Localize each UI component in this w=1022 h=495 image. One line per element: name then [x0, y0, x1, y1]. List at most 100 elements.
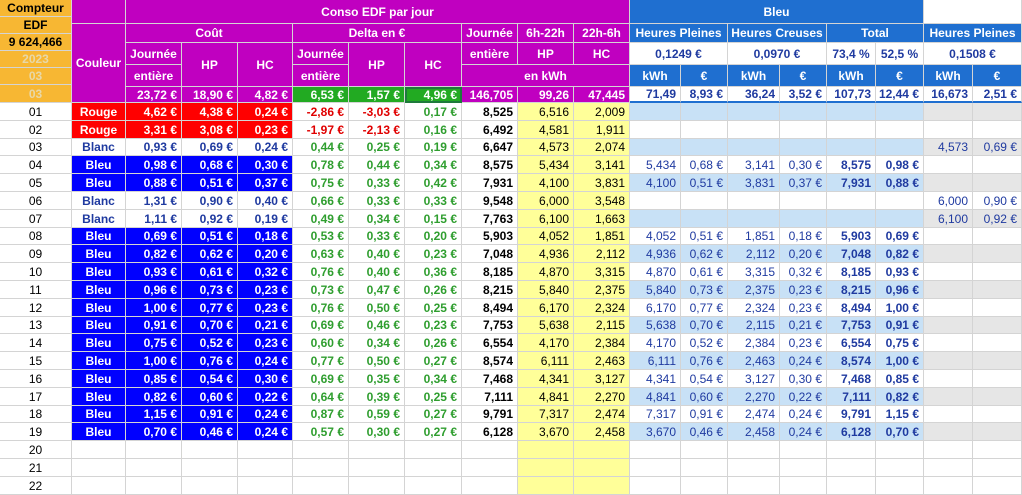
row-blanc-eur[interactable]	[973, 245, 1022, 263]
row-cost[interactable]: 0,61 €	[182, 263, 238, 281]
total-bleu-0[interactable]: 71,49	[630, 87, 681, 103]
row-blanc-eur[interactable]	[973, 334, 1022, 352]
row-kwh-hp[interactable]: 4,170	[518, 334, 574, 352]
row-kwh-hc[interactable]: 2,324	[574, 299, 630, 317]
row-cost[interactable]: 0,60 €	[182, 388, 238, 406]
row-delta[interactable]: 0,25 €	[349, 139, 405, 156]
row-empty[interactable]	[924, 459, 973, 477]
row-empty[interactable]	[630, 441, 681, 459]
row-empty[interactable]	[827, 441, 876, 459]
row-kwh-hc[interactable]: 2,074	[574, 139, 630, 156]
row-cost[interactable]: 0,82 €	[126, 245, 182, 263]
header-6h-22h[interactable]: 6h-22h	[518, 24, 574, 43]
row-empty[interactable]	[728, 459, 780, 477]
row-color[interactable]: Bleu	[72, 156, 126, 174]
row-bleu[interactable]: 0,23 €	[780, 281, 827, 299]
row-cost[interactable]: 0,90 €	[182, 192, 238, 210]
row-kwh-hp[interactable]: 5,434	[518, 156, 574, 174]
row-delta[interactable]: 0,25 €	[405, 388, 462, 406]
row-cost[interactable]: 0,24 €	[238, 352, 293, 370]
row-cost[interactable]: 0,73 €	[182, 281, 238, 299]
row-cost[interactable]: 0,32 €	[238, 263, 293, 281]
header-blanc-eur[interactable]: €	[973, 65, 1022, 87]
row-delta[interactable]: 0,87 €	[293, 406, 349, 423]
row-blanc-kwh[interactable]	[924, 103, 973, 121]
row-cost[interactable]: 0,70 €	[182, 317, 238, 334]
row-bleu[interactable]	[780, 121, 827, 139]
row-color[interactable]: Bleu	[72, 370, 126, 388]
row-kwh-total[interactable]: 6,647	[462, 139, 518, 156]
row-bleu[interactable]	[681, 139, 728, 156]
row-empty[interactable]	[728, 477, 780, 495]
row-bleu[interactable]: 0,91 €	[681, 406, 728, 423]
row-kwh-total[interactable]: 6,492	[462, 121, 518, 139]
row-kwh-hc[interactable]: 3,141	[574, 156, 630, 174]
row-cost[interactable]: 0,46 €	[182, 423, 238, 441]
row-kwh-hc[interactable]	[574, 477, 630, 495]
row-cost[interactable]: 0,19 €	[238, 210, 293, 228]
row-cost[interactable]: 0,24 €	[238, 103, 293, 121]
row-cost[interactable]: 1,31 €	[126, 192, 182, 210]
row-color[interactable]: Bleu	[72, 423, 126, 441]
row-bleu[interactable]	[728, 103, 780, 121]
row-cost[interactable]: 0,91 €	[126, 317, 182, 334]
row-kwh-total[interactable]: 8,575	[462, 156, 518, 174]
row-bleu[interactable]: 2,375	[728, 281, 780, 299]
row-kwh-hp[interactable]: 4,100	[518, 174, 574, 192]
row-bleu[interactable]: 7,317	[630, 406, 681, 423]
row-cost[interactable]: 0,21 €	[238, 317, 293, 334]
row-bleu[interactable]: 0,46 €	[681, 423, 728, 441]
row-empty[interactable]	[924, 477, 973, 495]
row-kwh-total[interactable]: 7,468	[462, 370, 518, 388]
row-bleu[interactable]: 7,111	[827, 388, 876, 406]
row-kwh-hp[interactable]: 4,841	[518, 388, 574, 406]
row-empty[interactable]	[973, 459, 1022, 477]
row-cost[interactable]: 0,82 €	[126, 388, 182, 406]
row-blanc-kwh[interactable]	[924, 281, 973, 299]
row-kwh-total[interactable]	[462, 459, 518, 477]
row-bleu[interactable]: 2,458	[728, 423, 780, 441]
row-bleu[interactable]: 2,474	[728, 406, 780, 423]
total-delta-0[interactable]: 6,53 €	[293, 87, 349, 103]
row-day[interactable]: 05	[0, 174, 72, 192]
row-bleu[interactable]: 2,384	[728, 334, 780, 352]
header-month[interactable]: 03	[0, 68, 72, 85]
header-bleu-unit-0[interactable]: kWh	[630, 65, 681, 87]
row-kwh-hc[interactable]: 2,474	[574, 406, 630, 423]
row-cost[interactable]: 4,38 €	[182, 103, 238, 121]
row-blanc-eur[interactable]	[973, 156, 1022, 174]
total-cost-0[interactable]: 23,72 €	[126, 87, 182, 103]
row-kwh-hc[interactable]: 2,458	[574, 423, 630, 441]
row-delta[interactable]: 0,15 €	[405, 210, 462, 228]
row-cost[interactable]: 0,54 €	[182, 370, 238, 388]
row-bleu[interactable]: 0,21 €	[780, 317, 827, 334]
row-blanc-kwh[interactable]: 6,100	[924, 210, 973, 228]
row-cost[interactable]: 0,18 €	[238, 228, 293, 245]
row-bleu[interactable]: 6,170	[630, 299, 681, 317]
row-delta[interactable]: 0,44 €	[349, 156, 405, 174]
row-kwh-total[interactable]: 8,215	[462, 281, 518, 299]
row-delta[interactable]: 0,73 €	[293, 281, 349, 299]
row-blanc-kwh[interactable]	[924, 423, 973, 441]
row-bleu[interactable]: 3,127	[728, 370, 780, 388]
row-day[interactable]: 06	[0, 192, 72, 210]
row-delta[interactable]	[405, 441, 462, 459]
row-cost[interactable]	[182, 459, 238, 477]
row-delta[interactable]	[293, 459, 349, 477]
row-delta[interactable]	[349, 441, 405, 459]
row-kwh-hc[interactable]: 2,375	[574, 281, 630, 299]
row-cost[interactable]: 0,98 €	[126, 156, 182, 174]
row-delta[interactable]: 0,46 €	[349, 317, 405, 334]
row-bleu[interactable]	[827, 103, 876, 121]
row-cost[interactable]: 0,51 €	[182, 174, 238, 192]
header-blanc-hp-price[interactable]: 0,1508 €	[924, 43, 1022, 65]
row-kwh-total[interactable]: 7,048	[462, 245, 518, 263]
header-hc-price[interactable]: 0,0970 €	[728, 43, 827, 65]
row-blanc-kwh[interactable]	[924, 299, 973, 317]
row-delta[interactable]: 0,49 €	[293, 210, 349, 228]
row-color[interactable]: Bleu	[72, 388, 126, 406]
row-kwh-hp[interactable]: 4,341	[518, 370, 574, 388]
row-kwh-hc[interactable]: 2,463	[574, 352, 630, 370]
row-bleu[interactable]: 4,341	[630, 370, 681, 388]
row-bleu[interactable]: 8,575	[827, 156, 876, 174]
